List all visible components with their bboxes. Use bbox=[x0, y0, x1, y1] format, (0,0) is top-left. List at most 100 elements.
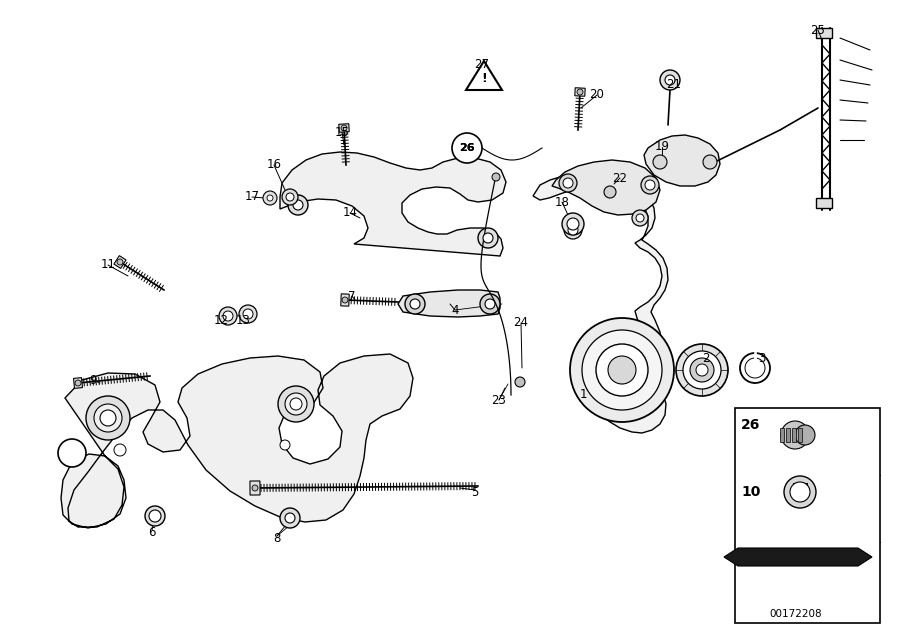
Circle shape bbox=[145, 506, 165, 526]
Circle shape bbox=[790, 482, 810, 502]
Circle shape bbox=[660, 70, 680, 90]
Text: 1: 1 bbox=[580, 389, 587, 401]
Text: 3: 3 bbox=[759, 352, 766, 366]
Circle shape bbox=[645, 180, 655, 190]
Circle shape bbox=[567, 218, 579, 230]
Circle shape bbox=[781, 421, 809, 449]
Text: 25: 25 bbox=[811, 24, 825, 36]
Polygon shape bbox=[114, 256, 126, 268]
Polygon shape bbox=[533, 176, 668, 433]
Circle shape bbox=[492, 173, 500, 181]
Text: 17: 17 bbox=[245, 191, 259, 204]
Text: 21: 21 bbox=[667, 78, 681, 90]
Text: 11: 11 bbox=[101, 258, 115, 272]
Circle shape bbox=[452, 133, 482, 163]
Circle shape bbox=[745, 358, 765, 378]
Bar bbox=[816, 198, 832, 208]
Circle shape bbox=[563, 178, 573, 188]
Circle shape bbox=[608, 356, 636, 384]
Text: 18: 18 bbox=[554, 195, 570, 209]
Polygon shape bbox=[341, 294, 349, 306]
Circle shape bbox=[683, 351, 721, 389]
Text: 16: 16 bbox=[266, 158, 282, 172]
Circle shape bbox=[665, 75, 675, 85]
Circle shape bbox=[740, 353, 770, 383]
Circle shape bbox=[149, 510, 161, 522]
Polygon shape bbox=[724, 548, 872, 566]
Circle shape bbox=[795, 425, 815, 445]
Circle shape bbox=[117, 259, 123, 265]
Circle shape bbox=[341, 125, 347, 131]
Polygon shape bbox=[575, 88, 585, 96]
Text: 7: 7 bbox=[348, 289, 356, 303]
Circle shape bbox=[582, 330, 662, 410]
Circle shape bbox=[690, 358, 714, 382]
Text: 22: 22 bbox=[613, 172, 627, 184]
Text: 24: 24 bbox=[514, 317, 528, 329]
Text: 10: 10 bbox=[741, 485, 760, 499]
Polygon shape bbox=[61, 354, 413, 528]
Polygon shape bbox=[644, 135, 720, 186]
Text: 12: 12 bbox=[213, 314, 229, 328]
Polygon shape bbox=[466, 61, 502, 90]
Text: 15: 15 bbox=[335, 125, 349, 139]
Bar bbox=[786, 428, 790, 442]
Circle shape bbox=[286, 193, 294, 201]
Text: 26: 26 bbox=[459, 143, 475, 153]
Text: 6: 6 bbox=[148, 527, 156, 539]
Circle shape bbox=[564, 221, 582, 239]
Circle shape bbox=[282, 189, 298, 205]
Bar bbox=[816, 28, 832, 38]
Circle shape bbox=[604, 186, 616, 198]
Text: 23: 23 bbox=[491, 394, 507, 406]
Bar bbox=[792, 428, 796, 442]
Bar bbox=[780, 428, 784, 442]
Circle shape bbox=[280, 508, 300, 528]
Circle shape bbox=[263, 191, 277, 205]
Circle shape bbox=[562, 213, 584, 235]
Circle shape bbox=[703, 155, 717, 169]
Circle shape bbox=[75, 380, 81, 386]
Circle shape bbox=[285, 393, 307, 415]
Circle shape bbox=[696, 364, 708, 376]
Circle shape bbox=[100, 410, 116, 426]
Bar bbox=[798, 428, 802, 442]
Circle shape bbox=[515, 377, 525, 387]
Text: 14: 14 bbox=[343, 207, 357, 219]
Circle shape bbox=[641, 176, 659, 194]
Polygon shape bbox=[552, 160, 660, 215]
Circle shape bbox=[676, 344, 728, 396]
Circle shape bbox=[288, 195, 308, 215]
Circle shape bbox=[243, 309, 253, 319]
Circle shape bbox=[86, 396, 130, 440]
Circle shape bbox=[653, 155, 667, 169]
Circle shape bbox=[577, 89, 583, 95]
Text: 4: 4 bbox=[451, 303, 459, 317]
Polygon shape bbox=[398, 290, 500, 317]
Polygon shape bbox=[74, 378, 83, 389]
Polygon shape bbox=[250, 481, 260, 495]
Circle shape bbox=[278, 386, 314, 422]
Circle shape bbox=[568, 225, 578, 235]
Circle shape bbox=[223, 311, 233, 321]
Circle shape bbox=[483, 233, 493, 243]
Circle shape bbox=[480, 294, 500, 314]
Circle shape bbox=[405, 294, 425, 314]
Text: 10: 10 bbox=[65, 446, 79, 459]
Text: 9: 9 bbox=[89, 375, 97, 387]
Polygon shape bbox=[280, 152, 506, 256]
Circle shape bbox=[252, 485, 258, 491]
Circle shape bbox=[285, 513, 295, 523]
Text: 13: 13 bbox=[236, 314, 250, 328]
Text: 19: 19 bbox=[654, 141, 670, 153]
Circle shape bbox=[280, 440, 290, 450]
Circle shape bbox=[596, 344, 648, 396]
Circle shape bbox=[293, 200, 303, 210]
Circle shape bbox=[636, 214, 644, 222]
Circle shape bbox=[559, 174, 577, 192]
Circle shape bbox=[784, 476, 816, 508]
Text: 8: 8 bbox=[274, 532, 281, 546]
Bar bbox=[735, 408, 880, 623]
Circle shape bbox=[219, 307, 237, 325]
Text: 5: 5 bbox=[472, 487, 479, 499]
